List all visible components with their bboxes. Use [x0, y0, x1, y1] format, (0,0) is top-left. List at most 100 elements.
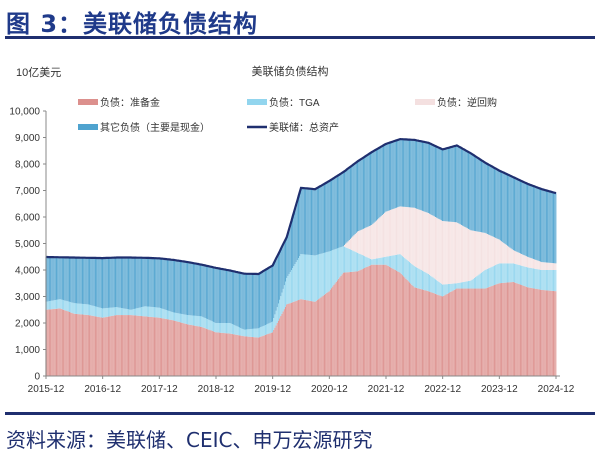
bar-segment-1	[422, 270, 423, 290]
bar-segment-3	[217, 268, 219, 323]
bar-segment-0	[119, 315, 121, 376]
bar-segment-1	[174, 312, 176, 321]
bar-segment-0	[196, 326, 198, 376]
bar-segment-3	[129, 257, 131, 310]
bar-segment-1	[280, 296, 282, 317]
bar-segment-1	[112, 307, 114, 316]
bar-segment-3	[91, 257, 93, 306]
bar-segment-1	[554, 270, 556, 292]
bar-segment-1	[383, 257, 384, 265]
bar-segment-3	[112, 257, 114, 308]
bar-segment-3	[550, 191, 552, 263]
bar-segment-2	[510, 248, 512, 264]
bar-segment-3	[234, 271, 236, 326]
bar-segment-3	[381, 145, 383, 216]
bar-segment-3	[426, 142, 428, 213]
bar-segment-0	[256, 337, 258, 376]
bar-segment-3	[131, 257, 133, 310]
bar-segment-0	[142, 316, 144, 376]
bar-segment-1	[257, 328, 259, 338]
bar-segment-1	[60, 299, 62, 309]
bar-segment-0	[156, 317, 158, 376]
bar-segment-0	[315, 300, 317, 376]
bar-segment-3	[299, 191, 301, 257]
bar-segment-3	[145, 257, 147, 307]
legend-label: 负债：准备金	[100, 96, 160, 109]
bar-segment-3	[315, 188, 317, 256]
bar-segment-3	[195, 263, 197, 316]
bar-segment-0	[309, 300, 311, 376]
bar-segment-3	[311, 188, 312, 256]
bar-segment-0	[367, 266, 369, 376]
bar-segment-3	[555, 193, 557, 264]
bar-segment-1	[77, 303, 79, 315]
bar-segment-1	[372, 259, 374, 265]
bar-segment-1	[324, 252, 325, 295]
bar-segment-3	[152, 258, 154, 308]
bar-segment-0	[228, 333, 230, 376]
bar-segment-1	[464, 281, 466, 289]
bar-segment-3	[358, 160, 360, 232]
bar-segment-0	[59, 308, 61, 376]
bar-segment-0	[489, 286, 491, 376]
bar-segment-0	[132, 315, 134, 376]
bar-segment-1	[229, 323, 231, 334]
bar-segment-1	[93, 306, 95, 317]
bar-segment-1	[217, 323, 219, 333]
bar-segment-1	[250, 328, 252, 337]
bar-segment-1	[332, 250, 334, 287]
bar-segment-3	[338, 174, 340, 248]
bar-segment-1	[431, 276, 433, 293]
bar-segment-3	[221, 268, 223, 323]
bar-segment-1	[496, 264, 498, 285]
bar-segment-3	[86, 257, 88, 305]
bar-segment-0	[261, 336, 263, 376]
bar-segment-1	[484, 270, 486, 289]
bar-segment-1	[440, 283, 442, 297]
bar-segment-0	[109, 316, 111, 377]
bar-segment-0	[321, 296, 323, 376]
bar-segment-0	[514, 282, 516, 376]
bar-segment-3	[433, 145, 435, 217]
bar-segment-2	[370, 225, 371, 259]
bar-segment-0	[399, 272, 401, 376]
bar-segment-3	[529, 184, 531, 258]
bar-segment-1	[194, 315, 196, 326]
bar-segment-3	[260, 272, 262, 328]
bar-segment-0	[391, 268, 393, 376]
bar-segment-1	[353, 251, 355, 272]
bar-segment-0	[368, 265, 370, 376]
bar-segment-3	[73, 257, 75, 304]
bar-segment-1	[58, 299, 60, 309]
bar-segment-2	[352, 236, 354, 251]
bar-segment-0	[537, 289, 539, 376]
legend-swatch	[78, 124, 98, 130]
bar-segment-3	[340, 173, 342, 248]
bar-segment-1	[436, 280, 438, 295]
bar-segment-0	[443, 295, 445, 376]
legend-swatch	[78, 99, 98, 105]
bar-segment-2	[524, 255, 526, 267]
bar-segment-2	[404, 206, 406, 259]
bar-segment-0	[171, 320, 173, 376]
bar-segment-2	[542, 262, 544, 270]
bar-segment-0	[272, 332, 273, 376]
bar-segment-3	[246, 273, 248, 330]
bar-segment-1	[79, 303, 81, 315]
bar-segment-0	[61, 309, 63, 376]
bar-segment-3	[50, 257, 52, 301]
bar-segment-1	[59, 299, 61, 309]
bar-segment-1	[452, 283, 454, 291]
bar-segment-3	[475, 156, 477, 232]
bar-segment-0	[525, 286, 527, 376]
bar-segment-0	[403, 276, 405, 376]
bar-segment-0	[254, 337, 256, 376]
bar-segment-0	[237, 335, 239, 376]
bar-segment-1	[437, 281, 439, 295]
bar-segment-1	[451, 283, 453, 292]
bar-segment-0	[275, 325, 277, 376]
bar-segment-0	[175, 321, 177, 376]
bar-segment-0	[188, 324, 190, 376]
bar-segment-0	[300, 299, 302, 376]
bar-segment-1	[135, 308, 137, 316]
